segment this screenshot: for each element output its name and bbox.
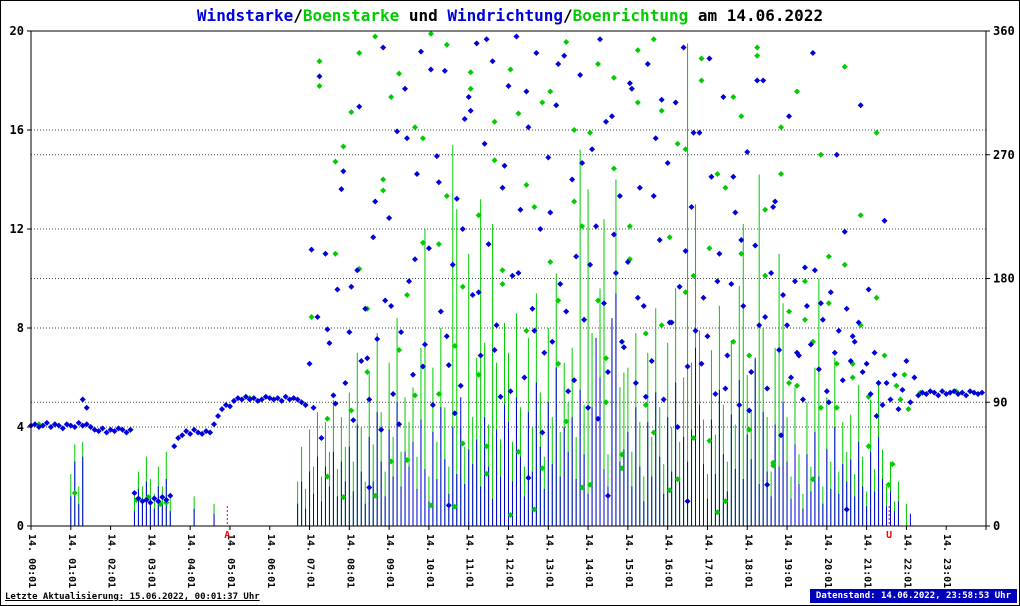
svg-text:14. 21:01: 14. 21:01 — [862, 534, 873, 588]
svg-text:16: 16 — [10, 123, 24, 137]
title-segment-2: Boenstarke — [302, 6, 400, 25]
svg-text:360: 360 — [993, 24, 1015, 38]
svg-text:14. 20:01: 14. 20:01 — [822, 534, 833, 588]
svg-text:14. 16:01: 14. 16:01 — [663, 534, 674, 588]
svg-text:14. 13:01: 14. 13:01 — [543, 534, 554, 588]
svg-text:0: 0 — [993, 519, 1000, 533]
svg-text:14. 06:01: 14. 06:01 — [265, 534, 276, 588]
svg-text:4: 4 — [17, 420, 24, 434]
svg-text:14. 14:01: 14. 14:01 — [583, 534, 594, 588]
svg-text:8: 8 — [17, 321, 24, 335]
svg-text:14. 10:01: 14. 10:01 — [424, 534, 435, 588]
svg-text:0: 0 — [17, 519, 24, 533]
svg-text:14. 05:01: 14. 05:01 — [225, 534, 236, 588]
svg-text:14. 03:01: 14. 03:01 — [145, 534, 156, 588]
svg-text:14. 19:01: 14. 19:01 — [782, 534, 793, 588]
svg-text:14. 15:01: 14. 15:01 — [623, 534, 634, 588]
svg-text:14. 08:01: 14. 08:01 — [344, 534, 355, 588]
data-timestamp-badge: Datenstand: 14.06.2022, 23:58:53 Uhr — [809, 589, 1017, 603]
svg-text:14. 11:01: 14. 11:01 — [464, 534, 475, 588]
title-segment-0: Windstarke — [196, 6, 294, 25]
svg-text:14. 00:01: 14. 00:01 — [26, 534, 37, 588]
svg-text:A: A — [224, 530, 230, 541]
svg-text:20: 20 — [10, 24, 24, 38]
svg-text:12: 12 — [10, 222, 24, 236]
svg-text:14. 23:01: 14. 23:01 — [941, 534, 952, 588]
svg-text:14. 12:01: 14. 12:01 — [504, 534, 515, 588]
svg-text:14. 18:01: 14. 18:01 — [742, 534, 753, 588]
last-update-label: Letzte Aktualisierung: 15.06.2022, 00:01… — [5, 592, 260, 602]
svg-text:90: 90 — [993, 395, 1007, 409]
svg-text:14. 01:01: 14. 01:01 — [66, 534, 77, 588]
title-segment-1: / — [293, 6, 303, 25]
chart-title: Windstarke/Boenstarke und Windrichtung/B… — [1, 6, 1019, 25]
title-segment-4: Windrichtung — [447, 6, 563, 25]
svg-text:14. 09:01: 14. 09:01 — [384, 534, 395, 588]
svg-text:270: 270 — [993, 148, 1015, 162]
title-segment-7: am 14.06.2022 — [688, 6, 824, 25]
svg-text:U: U — [886, 530, 892, 541]
svg-text:180: 180 — [993, 272, 1015, 286]
svg-text:14. 22:01: 14. 22:01 — [901, 534, 912, 588]
title-segment-6: Boenrichtung — [572, 6, 689, 25]
svg-text:14. 07:01: 14. 07:01 — [305, 534, 316, 588]
title-segment-3: und — [399, 6, 448, 25]
svg-text:14. 17:01: 14. 17:01 — [702, 534, 713, 588]
title-segment-5: / — [562, 6, 573, 25]
svg-text:14. 04:01: 14. 04:01 — [185, 534, 196, 588]
svg-text:14. 02:01: 14. 02:01 — [106, 534, 117, 588]
